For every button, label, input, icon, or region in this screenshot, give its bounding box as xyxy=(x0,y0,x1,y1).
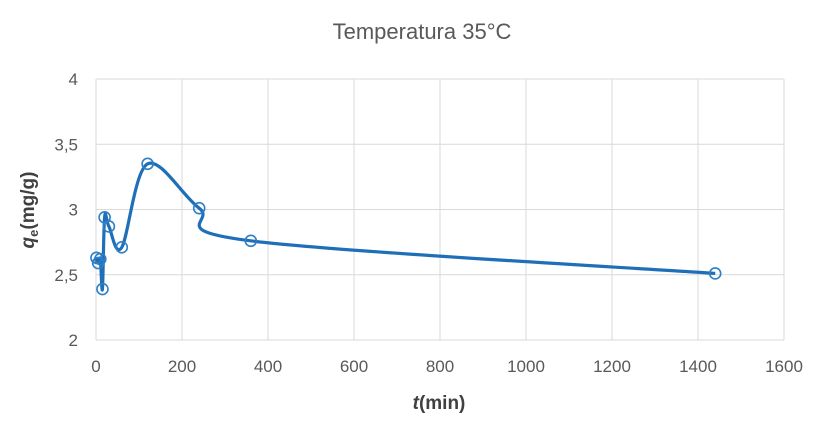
data-markers xyxy=(90,157,722,296)
data-series xyxy=(94,161,716,292)
y-axis-label: qe(mg/g) xyxy=(18,172,41,249)
y-axis-label-main: q xyxy=(18,236,39,248)
data-point-marker xyxy=(141,157,154,171)
x-tick-label: 1000 xyxy=(507,357,545,376)
series-line xyxy=(94,161,716,292)
y-tick-label: 4 xyxy=(69,70,78,89)
x-axis-label-main: t xyxy=(413,393,420,414)
gridlines xyxy=(95,78,785,341)
y-axis-label-suffix: (mg/g) xyxy=(18,172,39,230)
x-axis-label-suffix: (min) xyxy=(419,393,465,414)
data-point-marker xyxy=(94,252,107,266)
chart-title: Temperatura 35°C xyxy=(333,19,512,44)
x-tick-label: 400 xyxy=(254,357,282,376)
x-tick-labels: 0 200 400 600 800 1000 1200 1400 1600 xyxy=(91,357,803,376)
x-tick-label: 600 xyxy=(340,357,368,376)
y-tick-labels: 2 2,5 3 3,5 4 xyxy=(54,70,78,350)
x-tick-label: 1400 xyxy=(679,357,717,376)
y-tick-label: 3 xyxy=(69,201,78,220)
x-tick-label: 200 xyxy=(168,357,196,376)
data-point-marker xyxy=(244,234,258,248)
data-point-marker xyxy=(96,282,109,296)
x-tick-label: 1600 xyxy=(765,357,803,376)
data-point-marker xyxy=(192,201,206,215)
x-axis-label: t(min) xyxy=(413,393,466,414)
data-point-marker xyxy=(102,220,116,233)
y-tick-label: 2,5 xyxy=(54,266,78,285)
y-tick-label: 3,5 xyxy=(54,135,78,154)
y-tick-label: 2 xyxy=(69,331,78,350)
x-tick-label: 0 xyxy=(91,357,100,376)
x-tick-label: 1200 xyxy=(593,357,631,376)
data-point-marker xyxy=(708,267,722,280)
y-axis-label-sub: e xyxy=(26,230,41,237)
x-tick-label: 800 xyxy=(426,357,454,376)
data-point-marker xyxy=(115,241,129,254)
